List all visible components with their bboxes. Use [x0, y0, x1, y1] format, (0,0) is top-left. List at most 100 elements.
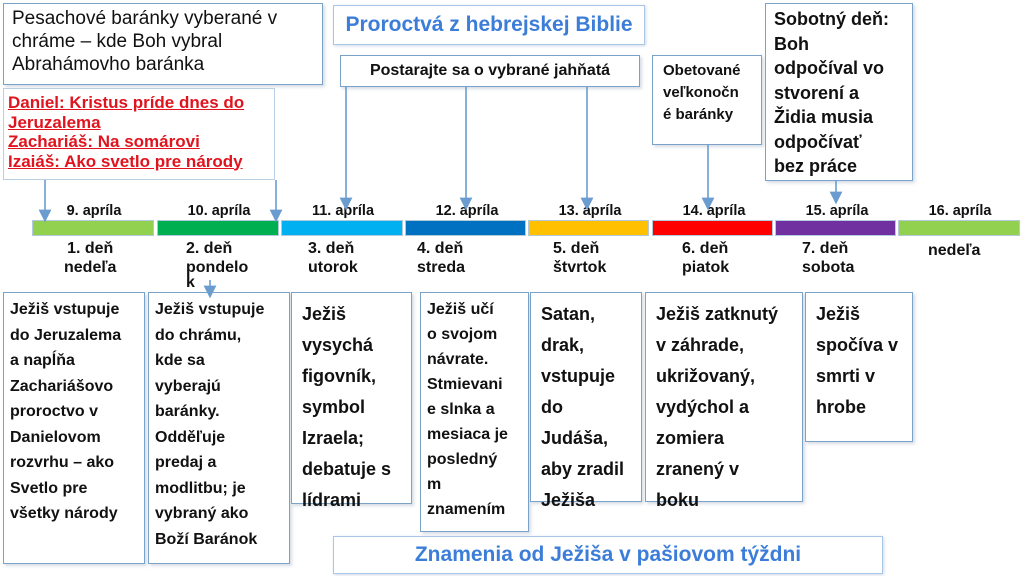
sabbath-box: Sobotný deň: Boh odpočíval vo stvorení a…: [765, 3, 913, 181]
event-box-6: Ježiš zatknutý v záhrade, ukrižovaný, vy…: [645, 292, 803, 510]
day-name-5: štvrtok: [553, 259, 607, 276]
event-1-line-6: Danielovom: [10, 428, 101, 446]
timeline-bar-6: [652, 220, 773, 236]
sabbath-line-1: Sobotný deň:: [774, 9, 889, 29]
event-1-line-9: všetky národy: [10, 505, 118, 522]
event-box-2: Ježiš vstupuje do chrámu, kde sa vyberaj…: [148, 292, 290, 564]
day-label-4: 4. deň streda: [417, 239, 465, 277]
event-3-line-6: debatuje s: [302, 459, 392, 479]
day-label-2: 2. deň pondelo k: [186, 239, 248, 292]
event-5-line-5: Judáša,: [541, 428, 609, 448]
event-4-line-7: posledný: [427, 451, 498, 468]
timeline-bar-4: [405, 220, 526, 236]
event-7-line-4: hrobe: [816, 397, 867, 417]
day-name-2-cont: k: [186, 274, 195, 291]
date-1: 9. apríla: [66, 203, 122, 219]
event-4-line-6: mesiaca je: [427, 426, 508, 443]
event-1-line-1: Ježiš vstupuje: [10, 301, 120, 318]
event-box-3: Ježiš vysychá figovník, symbol Izraela; …: [291, 292, 412, 510]
event-5-line-4: do: [541, 397, 563, 417]
event-4-line-3: návrate.: [427, 351, 489, 368]
event-7-line-2: spočíva v: [816, 335, 899, 355]
event-box-1: Ježiš vstupuje do Jeruzalema a napĺňa Za…: [3, 292, 145, 564]
event-1-line-7: rozvrhu – ako: [10, 454, 115, 471]
sacrifice-line-1: Obetované: [663, 62, 741, 79]
day-name-6: piatok: [682, 259, 730, 276]
sacrifice-box: Obetované veľkonočn é baránky: [652, 55, 762, 145]
day-label-7: 7. deň sobota: [802, 239, 854, 277]
date-3: 11. apríla: [311, 203, 375, 219]
date-2: 10. apríla: [187, 203, 251, 219]
event-5-line-3: vstupuje: [541, 366, 616, 386]
date-8: 16. apríla: [928, 203, 992, 219]
event-3-line-7: lídrami: [302, 490, 362, 510]
event-6-line-1: Ježiš zatknutý: [656, 304, 779, 324]
day-label-1: 1. deň nedeľa: [64, 239, 116, 277]
bottom-title-box: Znamenia od Ježiša v pašiovom týždni: [333, 536, 883, 574]
timeline-bar-7: [775, 220, 896, 236]
day-number-5: 5. deň: [553, 240, 600, 257]
event-2-line-9: vybraný ako: [155, 505, 249, 522]
day-number-2: 2. deň: [186, 240, 233, 257]
prophecy-daniel: Daniel: Kristus príde dnes do: [8, 93, 245, 112]
sacrifice-line-2: veľkonočn: [663, 84, 739, 101]
sabbath-line-2: Boh: [774, 33, 809, 54]
day-label-3: 3. deň utorok: [308, 239, 358, 277]
event-2-line-10: Boží Baránok: [155, 530, 258, 548]
date-6: 14. apríla: [682, 203, 746, 219]
event-4-line-1: Ježiš učí: [427, 301, 494, 318]
event-1-line-8: Svetlo pre: [10, 479, 88, 497]
timeline-bar-1: [32, 220, 154, 236]
sabbath-line-4: stvorení a: [774, 82, 860, 103]
timeline-bar-5: [528, 220, 649, 236]
event-6-line-5: zomiera: [656, 428, 725, 448]
sabbath-line-3: odpočíval vo: [774, 58, 885, 78]
sabbath-line-6: odpočívať: [774, 131, 862, 152]
day-name-8: nedeľa: [928, 242, 981, 259]
event-6-line-7: boku: [656, 490, 699, 510]
choose-lamb-box: Postarajte sa o vybrané jahňatá: [340, 55, 640, 87]
event-5-line-7: Ježiša: [541, 490, 596, 510]
event-6-line-4: vydýchol a: [656, 397, 750, 417]
event-3-line-2: vysychá: [302, 335, 374, 355]
day-label-5: 5. deň štvrtok: [553, 239, 606, 277]
passover-line-3: Abrahámovho baránka: [12, 54, 205, 75]
event-4-line-8: m: [427, 476, 442, 493]
event-4-line-2: o svojom: [427, 326, 498, 343]
event-4-line-4: Stmievani: [427, 376, 503, 393]
prophecy-daniel-cont: Jeruzalema: [8, 112, 101, 132]
date-5: 13. apríla: [558, 203, 622, 219]
sacrifice-line-3: é baránky: [663, 106, 734, 123]
passover-line-2: chráme – kde Boh vybral: [12, 31, 223, 52]
choose-lamb-text: Postarajte sa o vybrané jahňatá: [369, 62, 611, 79]
event-6-line-3: ukrižovaný,: [656, 366, 756, 386]
timeline-bar-8: [898, 220, 1020, 236]
passover-lamb-box: Pesachové baránky vyberané v chráme – kd…: [3, 3, 323, 85]
date-7: 15. apríla: [805, 203, 869, 219]
event-2-line-4: vyberajú: [155, 377, 221, 395]
day-label-8: nedeľa: [928, 241, 980, 260]
sabbath-line-5: Židia musia: [774, 107, 874, 127]
bottom-title: Znamenia od Ježiša v pašiovom týždni: [414, 543, 802, 566]
event-2-line-3: kde sa: [155, 352, 205, 369]
day-number-3: 3. deň: [308, 240, 355, 257]
passover-line-1: Pesachové baránky vyberané v: [12, 8, 278, 29]
event-3-line-3: figovník,: [302, 366, 377, 386]
timeline-bar-2: [157, 220, 279, 236]
event-1-line-2: do Jeruzalema: [10, 326, 122, 344]
event-1-line-3: a napĺňa: [10, 352, 75, 369]
prophecies-list: Daniel: Kristus príde dnes do Jeruzalema…: [8, 93, 278, 171]
event-3-line-5: Izraela;: [302, 428, 365, 448]
timeline-bar-3: [281, 220, 403, 236]
event-2-line-2: do chrámu,: [155, 326, 242, 344]
day-number-7: 7. deň: [802, 240, 849, 257]
top-title: Proroctvá z hebrejskej Biblie: [345, 13, 633, 36]
day-name-7: sobota: [802, 259, 855, 276]
event-5-line-2: drak,: [541, 335, 585, 355]
day-name-2: pondelo: [186, 259, 249, 276]
event-2-line-1: Ježiš vstupuje: [155, 301, 265, 318]
event-box-5: Satan, drak, vstupuje do Judáša, aby zra…: [530, 292, 642, 510]
event-2-line-7: predaj a: [155, 454, 217, 471]
event-6-line-6: zranený v: [656, 459, 740, 479]
day-number-6: 6. deň: [682, 240, 729, 257]
